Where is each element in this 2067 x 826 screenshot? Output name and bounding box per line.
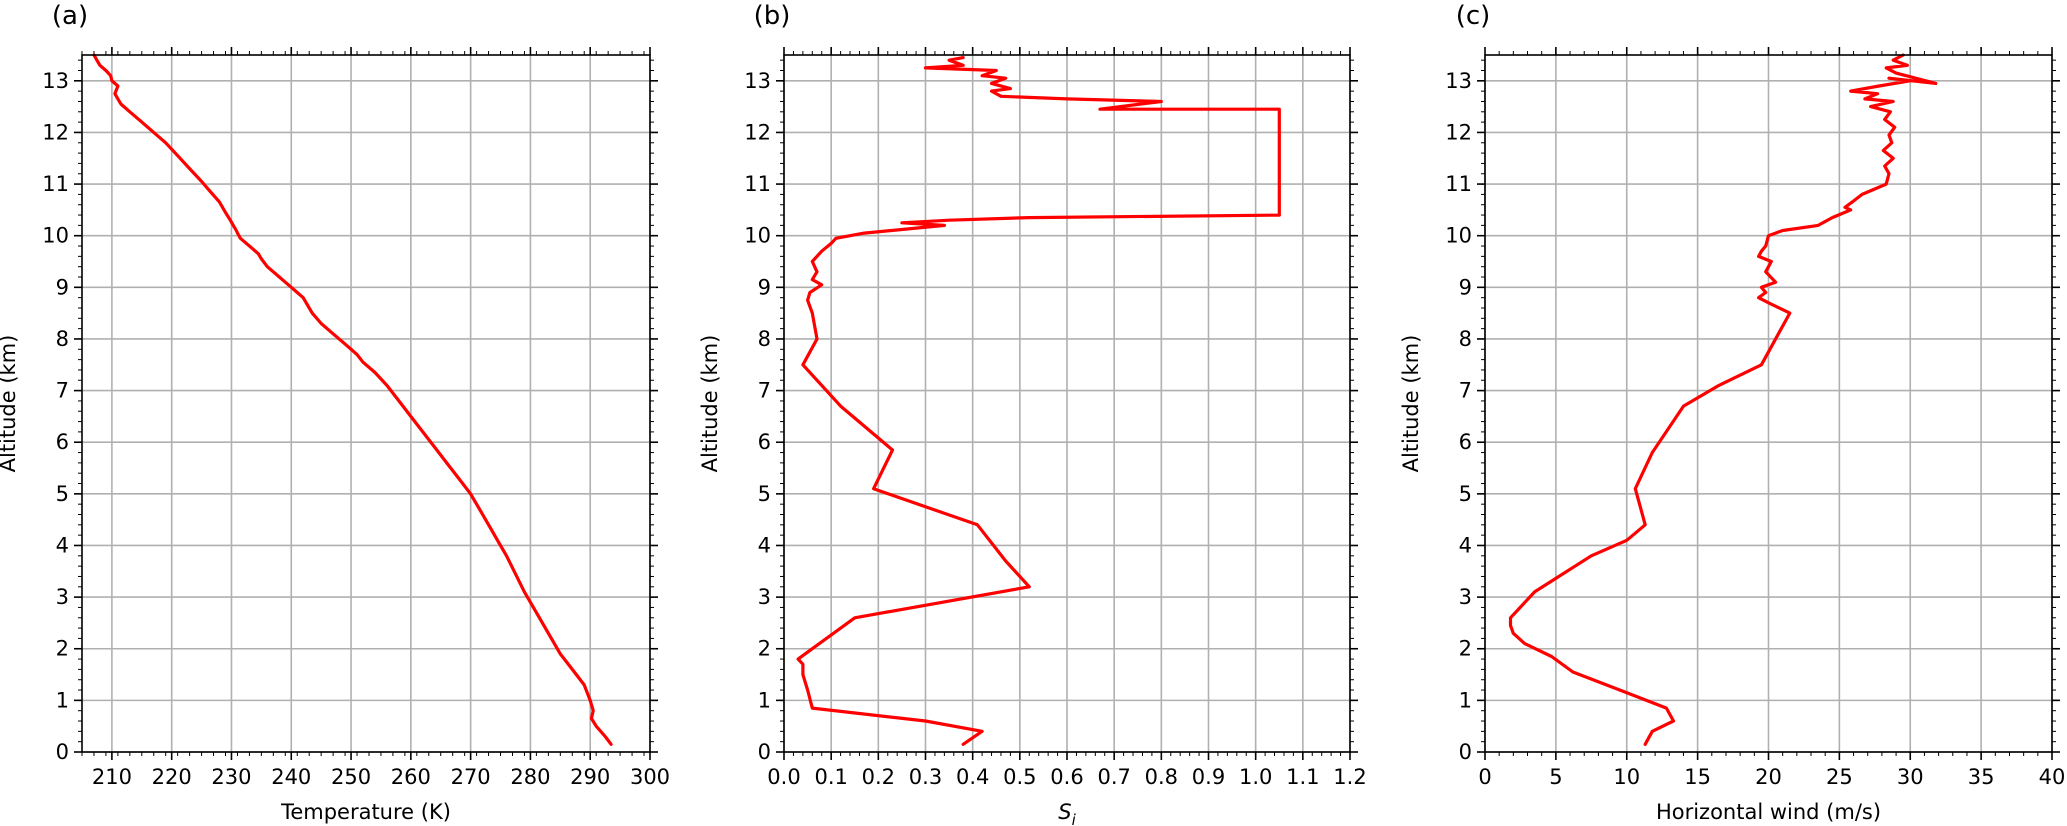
y-tick-label: 11 — [42, 172, 69, 196]
y-tick-label: 8 — [758, 327, 771, 351]
y-tick-label: 5 — [56, 482, 69, 506]
y-tick-label: 4 — [758, 533, 771, 557]
y-tick-label: 7 — [758, 379, 771, 403]
x-tick-label: 5 — [1549, 765, 1562, 789]
y-tick-label: 10 — [1445, 224, 1472, 248]
y-tick-label: 8 — [1459, 327, 1472, 351]
panel-title: (c) — [1456, 1, 1491, 31]
y-tick-label: 9 — [56, 275, 69, 299]
x-tick-label: 0 — [1478, 765, 1491, 789]
y-tick-label: 7 — [1459, 379, 1472, 403]
panel-title: (a) — [52, 1, 88, 31]
x-tick-label: 250 — [331, 765, 371, 789]
x-tick-label: 210 — [92, 765, 132, 789]
y-tick-label: 1 — [56, 688, 69, 712]
y-tick-label: 1 — [758, 688, 771, 712]
y-tick-label: 1 — [1459, 688, 1472, 712]
y-tick-label: 10 — [42, 224, 69, 248]
y-tick-label: 3 — [56, 585, 69, 609]
y-tick-label: 12 — [1445, 120, 1472, 144]
y-tick-label: 0 — [1459, 740, 1472, 764]
x-tick-label: 270 — [451, 765, 491, 789]
x-axis-label-main: S — [1058, 800, 1071, 824]
y-tick-label: 5 — [1459, 482, 1472, 506]
x-tick-label: 260 — [391, 765, 431, 789]
series-line — [92, 53, 613, 746]
x-tick-label: 15 — [1684, 765, 1711, 789]
x-axis-label: Temperature (K) — [280, 800, 451, 824]
series-line — [1508, 53, 1938, 746]
x-tick-label: 240 — [271, 765, 311, 789]
y-tick-label: 10 — [744, 224, 771, 248]
x-tick-label: 0.1 — [814, 765, 847, 789]
x-tick-label: 280 — [510, 765, 550, 789]
y-tick-label: 2 — [758, 637, 771, 661]
y-tick-label: 6 — [1459, 430, 1472, 454]
x-tick-label: 0.5 — [1003, 765, 1036, 789]
y-axis-label: Altitude (km) — [1399, 335, 1423, 473]
x-tick-label: 0.0 — [767, 765, 800, 789]
y-tick-label: 6 — [758, 430, 771, 454]
y-tick-label: 12 — [744, 120, 771, 144]
x-tick-label: 1.0 — [1239, 765, 1272, 789]
x-tick-label: 290 — [570, 765, 610, 789]
x-axis-label-subscript: i — [1072, 811, 1077, 826]
y-axis-label: Altitude (km) — [698, 335, 722, 473]
panel-1: 210 220 230 240 250 260 270 280 290 3000123456789… — [0, 1, 670, 824]
y-tick-label: 7 — [56, 379, 69, 403]
y-tick-label: 11 — [1445, 172, 1472, 196]
axes-frame — [81, 54, 651, 753]
panel-2: 0.0 0.1 0.2 0.3 0.4 0.5 0.6 0.7 0.8 0.9 1.0 1.1 1.2 0… — [698, 1, 1367, 826]
x-tick-label: 230 — [211, 765, 251, 789]
y-tick-label: 6 — [56, 430, 69, 454]
panel-title: (b) — [754, 1, 791, 31]
y-tick-label: 9 — [758, 275, 771, 299]
y-tick-label: 13 — [1445, 69, 1472, 93]
panel-3: 0 5 10 15 20 25 30 35 40012345678910111213Horizo… — [1399, 1, 2065, 824]
y-tick-label: 4 — [1459, 533, 1472, 557]
x-tick-label: 0.3 — [909, 765, 942, 789]
x-tick-label: 1.1 — [1286, 765, 1319, 789]
y-tick-label: 13 — [744, 69, 771, 93]
y-tick-label: 2 — [1459, 637, 1472, 661]
y-tick-label: 5 — [758, 482, 771, 506]
x-tick-label: 0.8 — [1145, 765, 1178, 789]
y-tick-label: 3 — [1459, 585, 1472, 609]
x-tick-label: 0.4 — [956, 765, 989, 789]
x-axis-label: Horizontal wind (m/s) — [1656, 800, 1881, 824]
x-tick-label: 300 — [630, 765, 670, 789]
y-tick-label: 4 — [56, 533, 69, 557]
x-tick-label: 220 — [152, 765, 192, 789]
x-tick-label: 30 — [1897, 765, 1924, 789]
y-tick-label: 9 — [1459, 275, 1472, 299]
x-tick-label: 20 — [1755, 765, 1782, 789]
y-tick-label: 13 — [42, 69, 69, 93]
x-tick-label: 10 — [1613, 765, 1640, 789]
x-tick-label: 0.7 — [1097, 765, 1130, 789]
y-tick-label: 3 — [758, 585, 771, 609]
y-axis-label: Altitude (km) — [0, 335, 20, 473]
x-tick-label: 40 — [2039, 765, 2066, 789]
x-tick-label: 25 — [1826, 765, 1853, 789]
y-tick-label: 2 — [56, 637, 69, 661]
y-tick-label: 0 — [758, 740, 771, 764]
y-tick-label: 8 — [56, 327, 69, 351]
x-tick-label: 0.9 — [1192, 765, 1225, 789]
y-tick-label: 0 — [56, 740, 69, 764]
x-tick-label: 0.2 — [862, 765, 895, 789]
y-tick-label: 12 — [42, 120, 69, 144]
x-axis-label: Si — [1058, 800, 1076, 826]
x-tick-label: 0.6 — [1050, 765, 1083, 789]
series-line — [796, 55, 1281, 746]
y-tick-label: 11 — [744, 172, 771, 196]
x-tick-label: 35 — [1968, 765, 1995, 789]
x-tick-label: 1.2 — [1333, 765, 1366, 789]
